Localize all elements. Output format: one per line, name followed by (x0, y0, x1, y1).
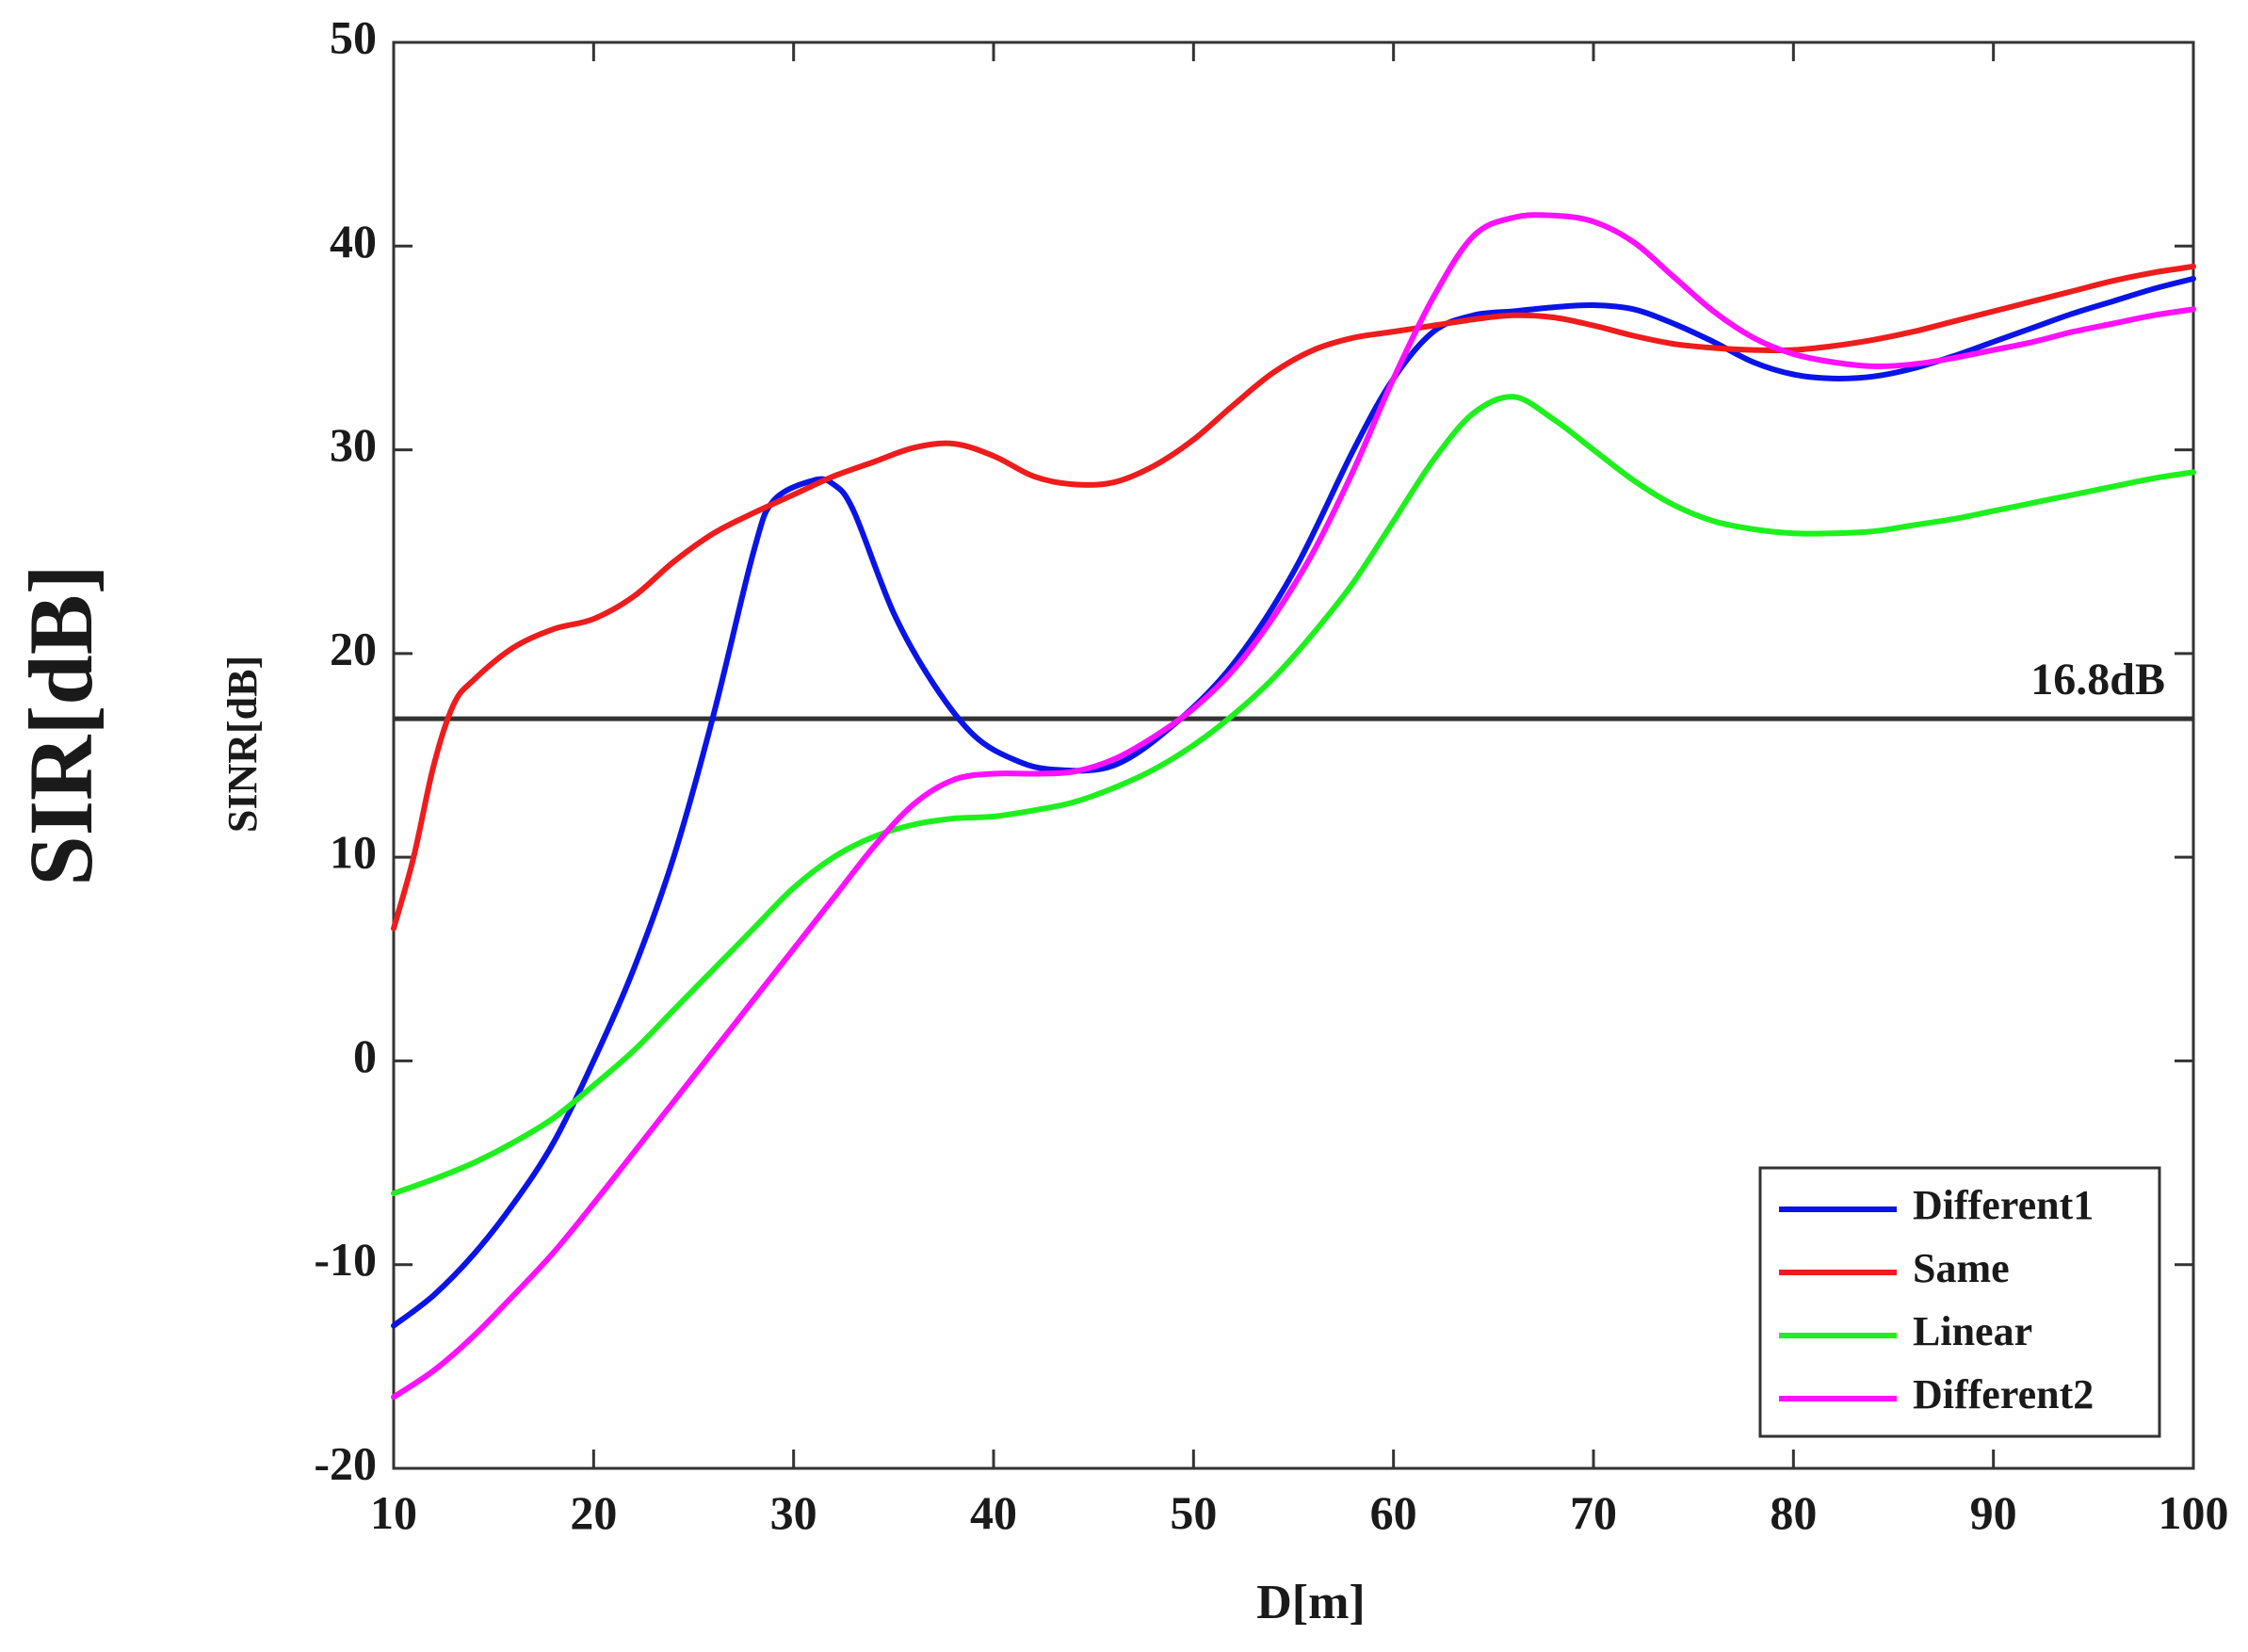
x-tick-label: 40 (970, 1486, 1017, 1539)
legend-box (1758, 1166, 2161, 1438)
x-tick-label: 90 (1970, 1486, 2017, 1539)
x-tick-label: 30 (770, 1486, 817, 1539)
series-line-same (391, 263, 2196, 931)
x-tick-label: 60 (1370, 1486, 1417, 1539)
plot-layer: 10 20 30 40 50 60 70 80 90 100 -20 -10 0 10 20 30 40 50 16… (314, 10, 2228, 1539)
x-tick-label: 100 (2159, 1486, 2229, 1539)
legend-label: Different2 (1913, 1371, 2094, 1417)
x-tick-label: 50 (1170, 1486, 1217, 1539)
y-tick-label: 0 (353, 1029, 377, 1082)
y-axis-label: SINR[dB] (219, 656, 266, 833)
y-tick-label: 30 (330, 418, 377, 471)
y-tick-label: -20 (314, 1436, 377, 1489)
series-line-different2 (391, 212, 2196, 1401)
x-tick-label: 70 (1570, 1486, 1617, 1539)
y-tick-label: 40 (330, 215, 377, 267)
series-line-different1 (391, 275, 2196, 1329)
x-tick-label: 10 (370, 1486, 417, 1539)
y-tick-label: -10 (314, 1233, 377, 1286)
y-tick-label: 10 (330, 826, 377, 879)
legend-label: Linear (1913, 1308, 2032, 1354)
legend-label: Same (1913, 1245, 2010, 1291)
reference-line-label: 16.8dB (2030, 655, 2165, 705)
legend-label: Different1 (1913, 1182, 2094, 1228)
y-tick-label: 50 (330, 10, 377, 63)
x-axis-label: D[m] (1256, 1576, 1366, 1629)
y-tick-label: 20 (330, 622, 377, 674)
outer-axis-label: SIR[dB] (10, 564, 111, 885)
x-tick-label: 80 (1770, 1486, 1817, 1539)
x-tick-label: 20 (570, 1486, 617, 1539)
series-line-linear (391, 394, 2196, 1196)
